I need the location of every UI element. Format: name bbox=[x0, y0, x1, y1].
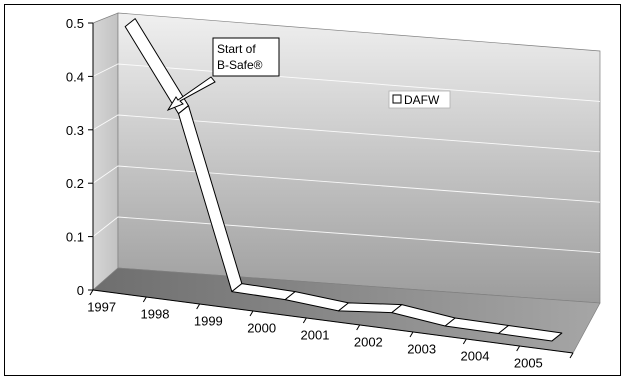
x-tick-mark bbox=[196, 303, 201, 310]
y-axis: 0 0.1 0.2 0.3 0.4 0.5 bbox=[66, 16, 94, 298]
x-tick-label: 2003 bbox=[407, 342, 436, 357]
annotation-line-1: Start of bbox=[217, 42, 256, 56]
legend-box bbox=[388, 90, 451, 109]
x-tick-label: 1997 bbox=[87, 300, 116, 315]
x-tick-mark bbox=[89, 289, 94, 296]
y-tick-label: 0.3 bbox=[66, 123, 84, 138]
annotation-line-2: B-Safe® bbox=[217, 58, 263, 72]
x-tick-mark bbox=[569, 352, 574, 359]
y-tick-label: 0.4 bbox=[66, 69, 84, 84]
x-tick-label: 1999 bbox=[194, 314, 223, 329]
y-tick-label: 0 bbox=[77, 283, 84, 298]
gridline bbox=[92, 114, 601, 153]
x-axis: 1997 1998 1999 2000 2001 2002 2003 2004 2005 bbox=[87, 289, 574, 371]
x-tick-label: 2002 bbox=[354, 335, 383, 350]
x-tick-label: 1998 bbox=[141, 307, 170, 322]
annotation-box bbox=[212, 37, 280, 77]
ribbon-segment bbox=[338, 302, 403, 314]
legend-label-dafw: DAFW bbox=[404, 93, 440, 107]
legend: DAFW bbox=[388, 90, 451, 109]
gridlines bbox=[92, 63, 601, 254]
dafw-series-line bbox=[124, 18, 563, 342]
x-tick-mark bbox=[142, 296, 147, 303]
ribbon-segment bbox=[498, 325, 563, 342]
x-tick-label: 2005 bbox=[514, 356, 543, 371]
gridline bbox=[92, 216, 601, 254]
x-tick-mark bbox=[249, 310, 254, 317]
x-tick-label: 2001 bbox=[301, 328, 330, 343]
y-tick-label: 0.2 bbox=[66, 176, 84, 191]
x-axis-line bbox=[92, 289, 574, 354]
chart-frame bbox=[4, 4, 621, 376]
x-tick-mark bbox=[409, 331, 414, 338]
annotation: Start of B-Safe® bbox=[166, 37, 280, 112]
back-wall bbox=[117, 12, 601, 304]
x-tick-label: 2004 bbox=[461, 349, 490, 364]
legend-swatch-dafw bbox=[392, 94, 402, 104]
x-tick-mark bbox=[462, 338, 467, 345]
y-tick-label: 0.5 bbox=[66, 16, 84, 31]
x-tick-mark bbox=[356, 324, 361, 331]
x-tick-mark bbox=[516, 345, 521, 352]
gridline bbox=[92, 165, 601, 203]
side-wall bbox=[92, 12, 119, 291]
y-tick-label: 0.1 bbox=[66, 230, 84, 245]
annotation-arrow bbox=[166, 76, 216, 112]
x-tick-mark bbox=[302, 317, 307, 324]
gridline bbox=[92, 63, 601, 102]
x-tick-label: 2000 bbox=[247, 321, 276, 336]
